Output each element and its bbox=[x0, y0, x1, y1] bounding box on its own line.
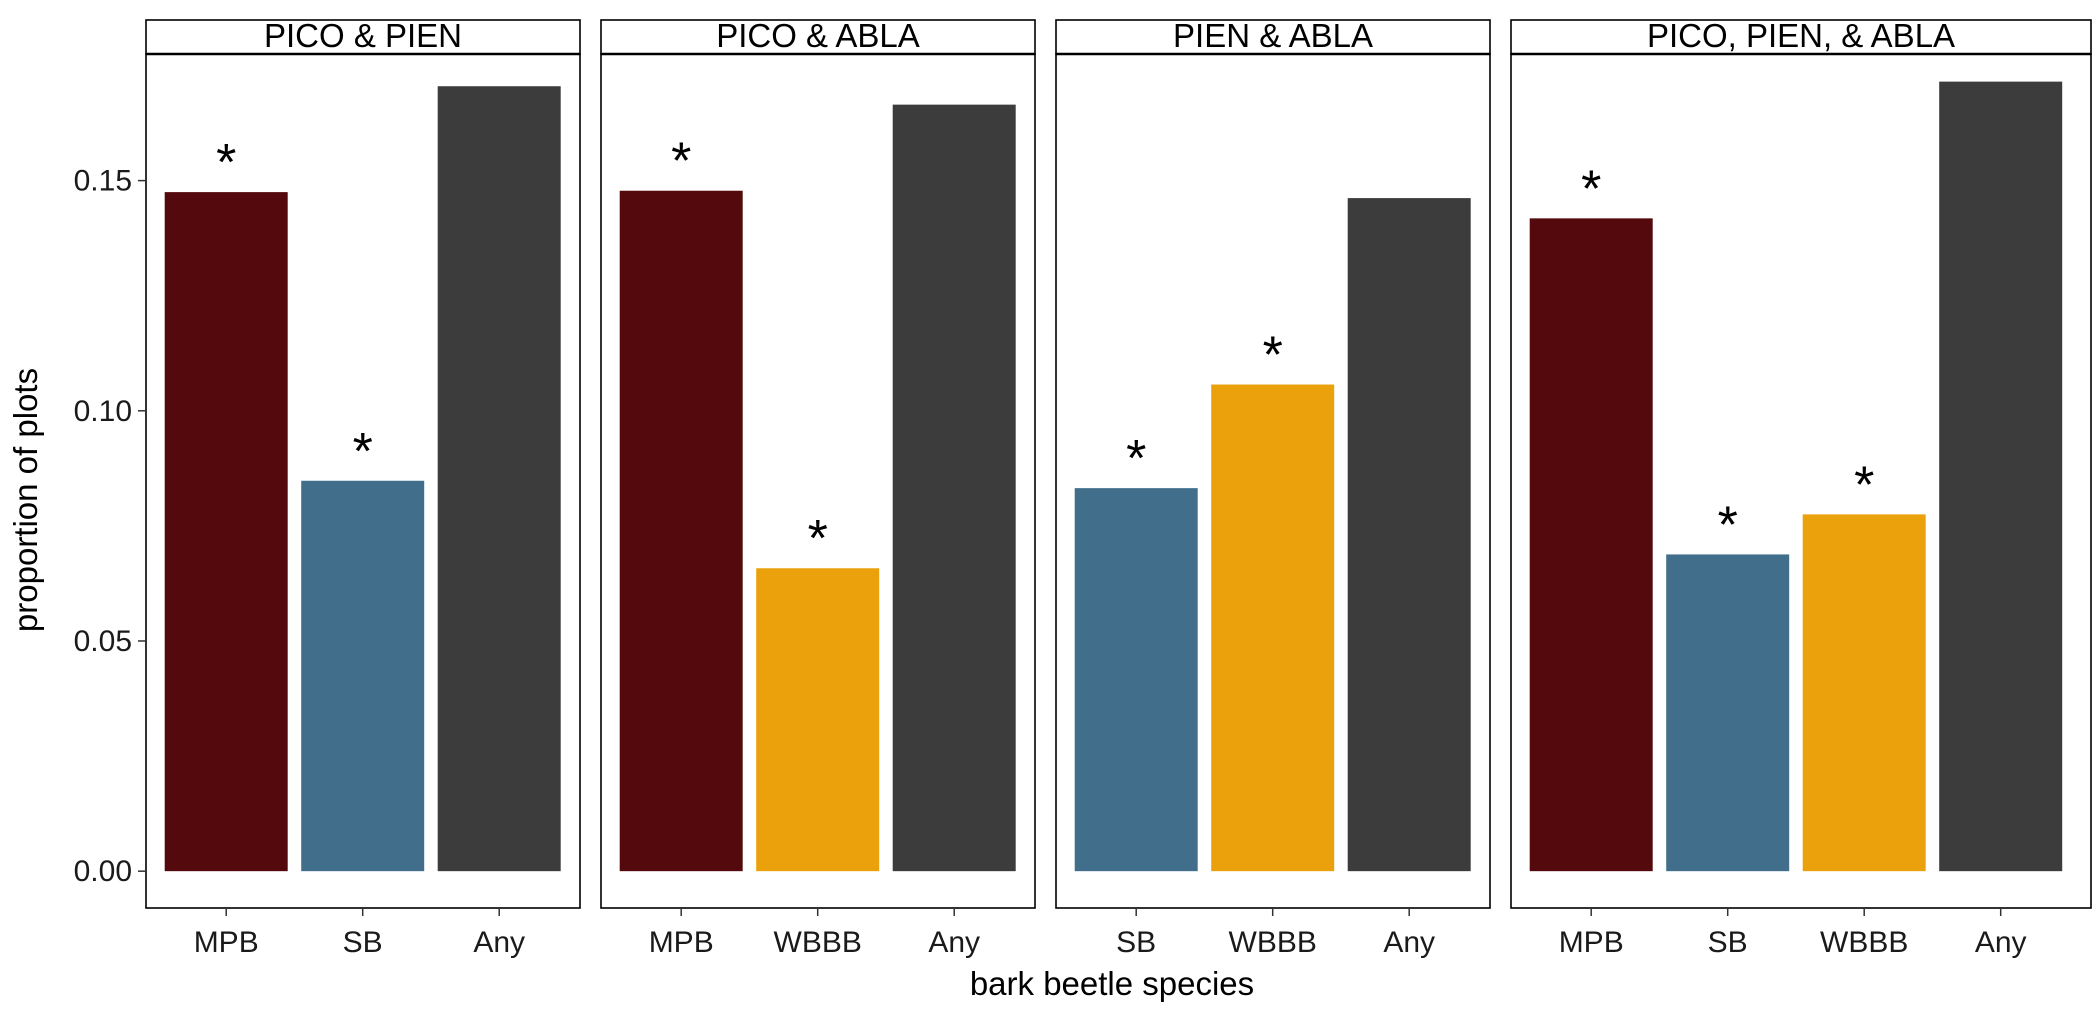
panel-4: PICO, PIEN, & ABLA * MPB * SB * WBBB Any bbox=[1510, 17, 2092, 959]
panel-strip bbox=[145, 19, 581, 55]
x-tick-label: Any bbox=[1975, 926, 2027, 959]
panel-title: PICO, PIEN, & ABLA bbox=[1647, 17, 1955, 54]
y-tick-label: 0.10 bbox=[74, 395, 132, 428]
x-tick-label: MPB bbox=[649, 926, 714, 959]
significance-marker: * bbox=[1263, 327, 1283, 385]
bar-any bbox=[1347, 198, 1471, 872]
panel-3: PIEN & ABLA * SB * WBBB Any bbox=[1055, 17, 1491, 959]
x-tick-label: WBBB bbox=[774, 926, 862, 959]
significance-marker: * bbox=[353, 423, 373, 481]
x-tick-label: SB bbox=[343, 926, 383, 959]
x-tick-label: SB bbox=[1116, 926, 1156, 959]
x-tick-label: Any bbox=[1383, 926, 1435, 959]
panel-1: PICO & PIEN * MPB * SB Any bbox=[145, 17, 581, 959]
bar-any bbox=[1939, 81, 2063, 872]
bar-sb bbox=[1666, 554, 1790, 872]
significance-marker: * bbox=[671, 133, 691, 191]
panel-title: PICO & ABLA bbox=[716, 17, 920, 54]
significance-marker: * bbox=[1854, 456, 1874, 514]
panel-2: PICO & ABLA * MPB * WBBB Any bbox=[600, 17, 1036, 959]
significance-marker: * bbox=[1126, 430, 1146, 488]
bar-mpb bbox=[164, 192, 288, 872]
bar-sb bbox=[301, 480, 425, 872]
bar-mpb bbox=[619, 190, 743, 872]
bar-wbbb bbox=[1211, 384, 1335, 872]
bar-wbbb bbox=[756, 568, 880, 872]
x-tick-label: WBBB bbox=[1229, 926, 1317, 959]
significance-marker: * bbox=[808, 510, 828, 568]
bar-sb bbox=[1074, 488, 1198, 872]
bar-wbbb bbox=[1802, 514, 1926, 872]
bar-mpb bbox=[1529, 218, 1653, 872]
panel-strip bbox=[1055, 19, 1491, 55]
x-tick-label: Any bbox=[473, 926, 525, 959]
panels-layer: PICO & PIEN * MPB * SB Any PICO & ABLA * MPB * WBB… bbox=[145, 17, 2092, 959]
y-axis: 0.00 0.05 0.10 0.15 bbox=[74, 165, 146, 888]
y-tick-label: 0.15 bbox=[74, 165, 132, 198]
panel-strip bbox=[1510, 19, 2092, 55]
y-tick-label: 0.05 bbox=[74, 625, 132, 658]
x-tick-label: MPB bbox=[194, 926, 259, 959]
y-axis-title: proportion of plots bbox=[7, 368, 44, 632]
significance-marker: * bbox=[1581, 160, 1601, 218]
x-tick-label: Any bbox=[928, 926, 980, 959]
bar-any bbox=[892, 104, 1016, 872]
significance-marker: * bbox=[1718, 496, 1738, 554]
bar-any bbox=[437, 86, 561, 872]
x-tick-label: WBBB bbox=[1820, 926, 1908, 959]
x-tick-label: SB bbox=[1708, 926, 1748, 959]
panel-title: PIEN & ABLA bbox=[1173, 17, 1373, 54]
x-axis-title: bark beetle species bbox=[970, 965, 1254, 1002]
y-tick-label: 0.00 bbox=[74, 855, 132, 888]
panel-title: PICO & PIEN bbox=[264, 17, 462, 54]
significance-marker: * bbox=[216, 134, 236, 192]
x-tick-label: MPB bbox=[1559, 926, 1624, 959]
